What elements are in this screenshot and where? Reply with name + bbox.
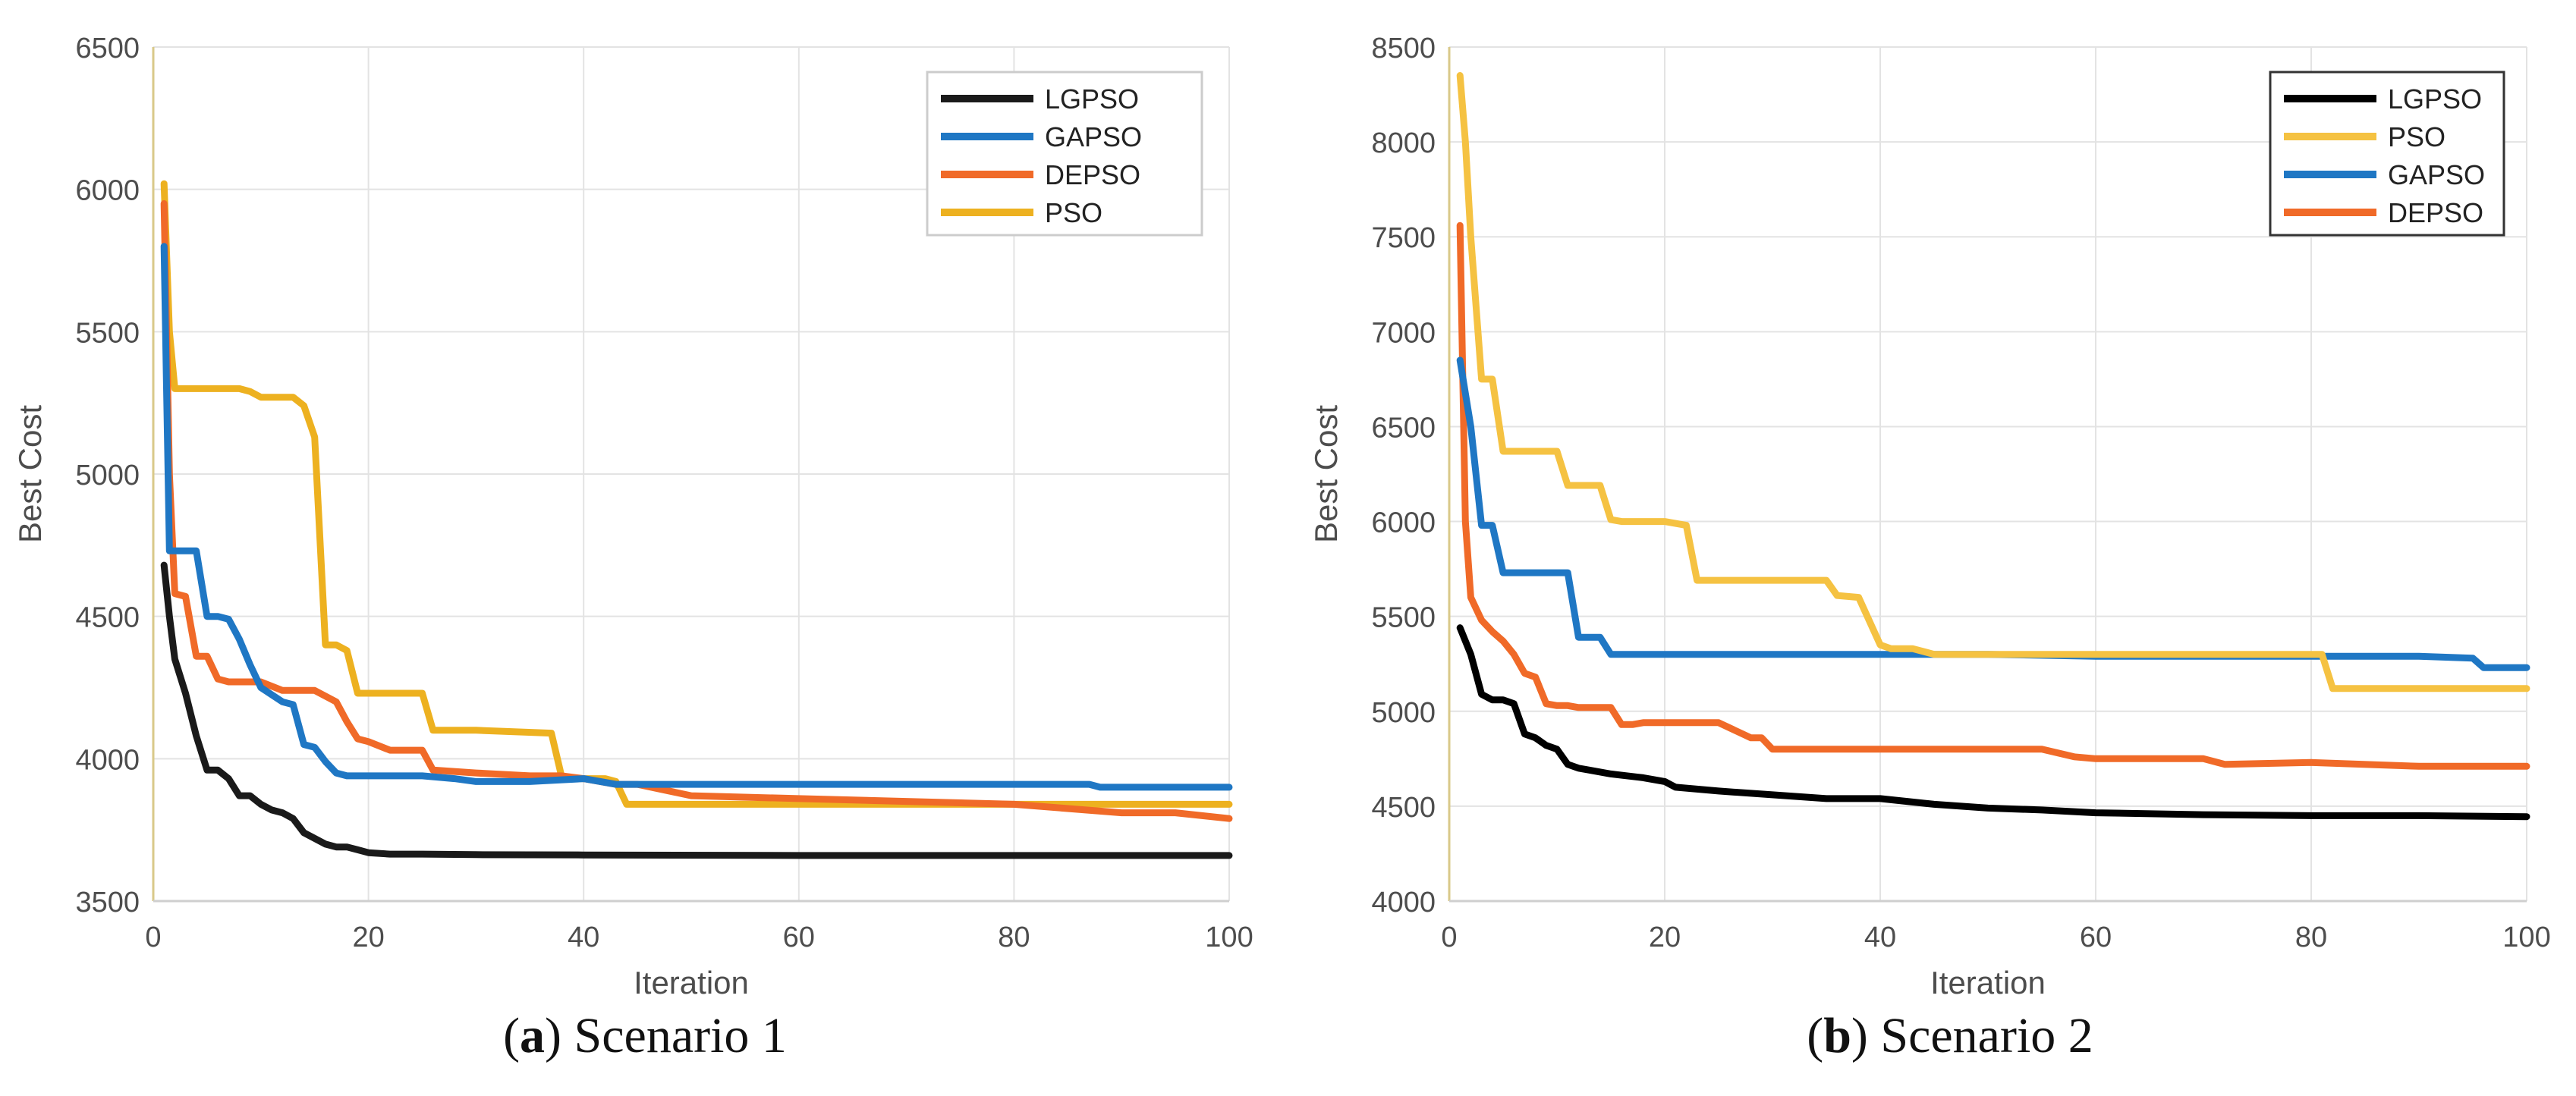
x-axis-label: Iteration	[1930, 965, 2046, 1000]
y-tick-label: 7000	[1371, 317, 1436, 349]
series-line-gapso	[1456, 356, 2530, 671]
y-tick-label: 6000	[75, 175, 140, 207]
caption-scenario-1: (a) Scenario 1	[503, 1008, 787, 1063]
y-tick-label: 5000	[1371, 697, 1436, 729]
x-tick-label: 40	[1864, 922, 1896, 953]
chart-panel-2: 0 20 40 60 80 100 4000 4500 5000 5500 6000 6500 7000…	[1308, 33, 2551, 1000]
x-tick-label: 20	[1649, 922, 1681, 953]
y-tick-label: 8500	[1371, 33, 1436, 64]
legend-label-gapso: GAPSO	[1045, 121, 1142, 152]
x-tick-label: 40	[568, 922, 599, 953]
legend-label-depso: DEPSO	[2388, 197, 2483, 228]
legend-label-pso: PSO	[2388, 121, 2445, 152]
caption-text: Scenario 1	[574, 1008, 787, 1063]
legend-label-lgpso: LGPSO	[2388, 83, 2482, 115]
caption-scenario-2: (b) Scenario 2	[1807, 1008, 2093, 1063]
legend-label-gapso: GAPSO	[2388, 159, 2485, 190]
legend-label-lgpso: LGPSO	[1045, 83, 1139, 115]
series-line-depso	[1456, 221, 2530, 770]
legend-label-depso: DEPSO	[1045, 159, 1140, 190]
x-tick-label: 100	[1205, 922, 1253, 953]
series-line-pso	[1456, 72, 2530, 692]
y-tick-label: 8000	[1371, 127, 1436, 159]
y-axis-label: Best Cost	[1308, 405, 1344, 543]
y-tick-label: 4000	[1371, 887, 1436, 919]
series-line-depso	[160, 199, 1233, 822]
y-tick-label: 7500	[1371, 222, 1436, 254]
x-tick-label: 60	[783, 922, 815, 953]
legend: LGPSO GAPSO DEPSO PSO	[926, 71, 1203, 237]
y-tick-label: 4500	[1371, 792, 1436, 824]
y-tick-label: 6500	[75, 33, 140, 64]
x-tick-label: 60	[2080, 922, 2112, 953]
series-line-lgpso	[160, 561, 1233, 859]
y-axis-label: Best Cost	[12, 405, 48, 543]
legend-label-pso: PSO	[1045, 197, 1102, 228]
y-tick-label: 6500	[1371, 412, 1436, 444]
legend-box	[926, 71, 1203, 237]
y-tick-label: 5500	[1371, 602, 1436, 634]
y-tick-label: 3500	[75, 887, 140, 919]
x-tick-label: 100	[2502, 922, 2550, 953]
caption-letter: b	[1823, 1008, 1851, 1063]
x-tick-label: 0	[145, 922, 161, 953]
series-line-gapso	[160, 243, 1233, 791]
series-line-lgpso	[1456, 624, 2530, 821]
y-tick-label: 5000	[75, 460, 140, 491]
x-tick-label: 80	[2295, 922, 2327, 953]
y-tick-label: 5500	[75, 317, 140, 349]
x-tick-label: 20	[352, 922, 384, 953]
y-tick-label: 4000	[75, 744, 140, 776]
y-tick-label: 6000	[1371, 507, 1436, 539]
caption-letter: a	[520, 1008, 546, 1063]
chart-panel-1: 0 20 40 60 80 100 3500 4000 4500 5000 5500 6000 6500…	[12, 33, 1253, 1000]
x-axis-label: Iteration	[634, 965, 749, 1000]
x-tick-label: 0	[1441, 922, 1457, 953]
legend: LGPSO PSO GAPSO DEPSO	[2269, 71, 2505, 237]
caption-text: Scenario 2	[1880, 1008, 2093, 1063]
x-tick-label: 80	[998, 922, 1030, 953]
y-tick-label: 4500	[75, 602, 140, 634]
series-line-pso	[160, 180, 1233, 808]
